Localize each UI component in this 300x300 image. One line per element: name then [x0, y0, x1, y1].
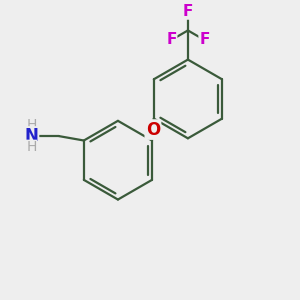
Text: F: F [199, 32, 209, 47]
Text: O: O [146, 121, 160, 139]
Text: H: H [26, 140, 37, 154]
Text: H: H [26, 118, 37, 132]
Text: N: N [24, 127, 38, 145]
Text: F: F [166, 32, 177, 47]
Text: F: F [183, 4, 193, 19]
